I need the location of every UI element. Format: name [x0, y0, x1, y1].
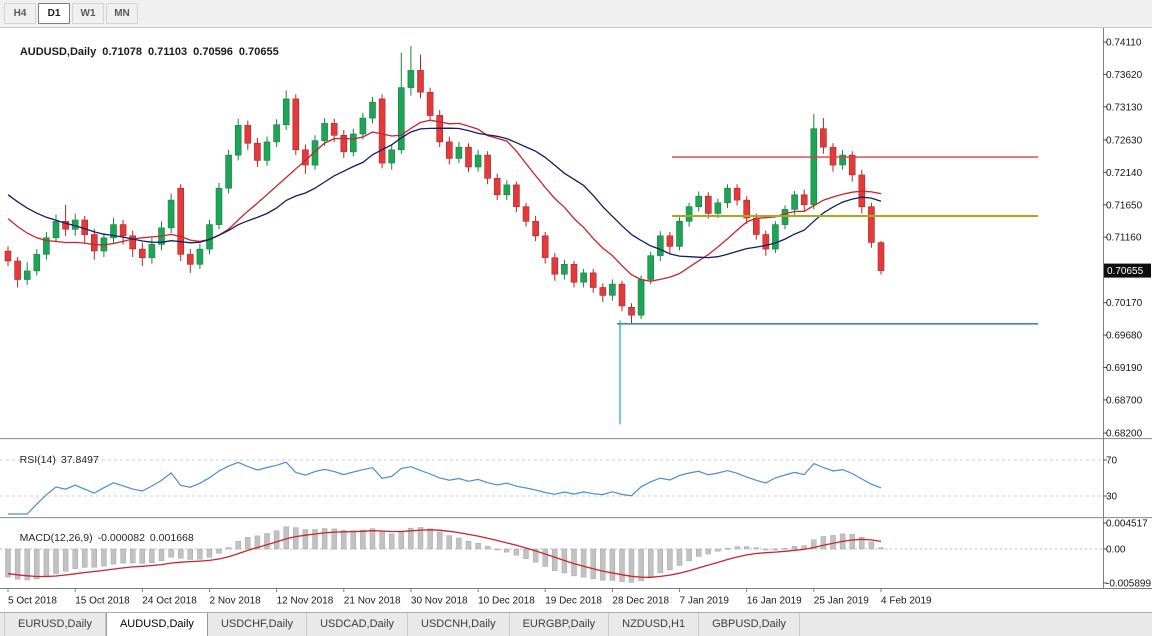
- indicator-grid: [0, 459, 1103, 550]
- tab-usdchf-daily[interactable]: USDCHF,Daily: [208, 613, 308, 636]
- timeframe-w1-button[interactable]: W1: [72, 3, 104, 24]
- svg-text:30: 30: [1106, 492, 1118, 503]
- time-axis-labels: [7, 588, 882, 592]
- tab-eurusd-daily[interactable]: EURUSD,Daily: [4, 613, 106, 636]
- svg-text:0.004517: 0.004517: [1106, 519, 1148, 530]
- candlestick-series: [4, 46, 885, 325]
- svg-text:7 Jan 2019: 7 Jan 2019: [680, 596, 730, 607]
- svg-text:0.70655: 0.70655: [1107, 266, 1144, 277]
- tab-nzdusd-h1[interactable]: NZDUSD,H1: [609, 613, 700, 636]
- svg-text:0.73130: 0.73130: [1106, 102, 1143, 113]
- price-chart-canvas[interactable]: 0.74110 0.73620 0.73130 0.72630 0.72140 0.716…: [0, 28, 1152, 612]
- timeframe-h4-button[interactable]: H4: [4, 3, 36, 24]
- tab-eurgbp-daily[interactable]: EURGBP,Daily: [510, 613, 610, 636]
- svg-text:70: 70: [1106, 456, 1118, 467]
- svg-text:5 Oct 2018: 5 Oct 2018: [8, 596, 57, 607]
- svg-text:24 Oct 2018: 24 Oct 2018: [142, 596, 197, 607]
- svg-text:19 Dec 2018: 19 Dec 2018: [545, 596, 602, 607]
- tab-usdcad-daily[interactable]: USDCAD,Daily: [307, 613, 409, 636]
- tab-audusd-daily[interactable]: AUDUSD,Daily: [105, 613, 208, 636]
- svg-text:0.74110: 0.74110: [1106, 38, 1142, 49]
- svg-text:0.00: 0.00: [1106, 545, 1126, 556]
- axes: [0, 28, 1152, 589]
- svg-text:28 Dec 2018: 28 Dec 2018: [612, 596, 669, 607]
- svg-text:0.69190: 0.69190: [1106, 363, 1143, 374]
- svg-text:0.72630: 0.72630: [1106, 135, 1143, 146]
- timeframe-d1-button[interactable]: D1: [38, 3, 70, 24]
- tab-gbpusd-daily[interactable]: GBPUSD,Daily: [699, 613, 801, 636]
- svg-text:10 Dec 2018: 10 Dec 2018: [478, 596, 535, 607]
- svg-text:25 Jan 2019: 25 Jan 2019: [814, 596, 869, 607]
- svg-text:30 Nov 2018: 30 Nov 2018: [411, 596, 468, 607]
- chart-tab-bar: EURUSD,Daily AUDUSD,Daily USDCHF,Daily U…: [0, 612, 1152, 636]
- macd-histogram: [5, 526, 884, 583]
- ma-fast-line: [7, 119, 882, 282]
- svg-text:0.68700: 0.68700: [1106, 395, 1143, 406]
- svg-text:0.71160: 0.71160: [1106, 233, 1142, 244]
- svg-text:16 Jan 2019: 16 Jan 2019: [747, 596, 802, 607]
- svg-text:4 Feb 2019: 4 Feb 2019: [881, 596, 932, 607]
- macd-signal-line: [7, 529, 882, 578]
- svg-text:-0.005899: -0.005899: [1106, 579, 1151, 590]
- svg-text:2 Nov 2018: 2 Nov 2018: [210, 596, 262, 607]
- timeframe-toolbar: H4 D1 W1 MN: [0, 0, 1152, 28]
- svg-text:0.73620: 0.73620: [1106, 70, 1143, 81]
- svg-text:21 Nov 2018: 21 Nov 2018: [344, 596, 401, 607]
- ma-slow-line: [7, 127, 882, 259]
- svg-text:15 Oct 2018: 15 Oct 2018: [75, 596, 130, 607]
- price-axis-labels: [1103, 41, 1107, 584]
- timeframe-mn-button[interactable]: MN: [106, 3, 138, 24]
- current-price-badge: [1104, 263, 1151, 278]
- svg-text:0.68200: 0.68200: [1106, 429, 1143, 440]
- tab-usdcnh-daily[interactable]: USDCNH,Daily: [408, 613, 510, 636]
- rsi-line: [8, 461, 882, 515]
- svg-text:0.72140: 0.72140: [1106, 168, 1143, 179]
- svg-text:12 Nov 2018: 12 Nov 2018: [277, 596, 334, 607]
- svg-text:0.71650: 0.71650: [1106, 200, 1143, 211]
- svg-text:0.69680: 0.69680: [1106, 331, 1143, 342]
- svg-text:0.70170: 0.70170: [1106, 298, 1143, 309]
